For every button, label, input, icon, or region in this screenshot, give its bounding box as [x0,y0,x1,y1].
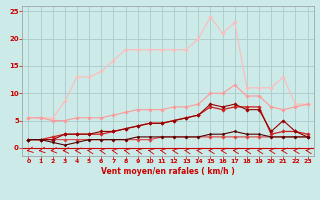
X-axis label: Vent moyen/en rafales ( km/h ): Vent moyen/en rafales ( km/h ) [101,167,235,176]
